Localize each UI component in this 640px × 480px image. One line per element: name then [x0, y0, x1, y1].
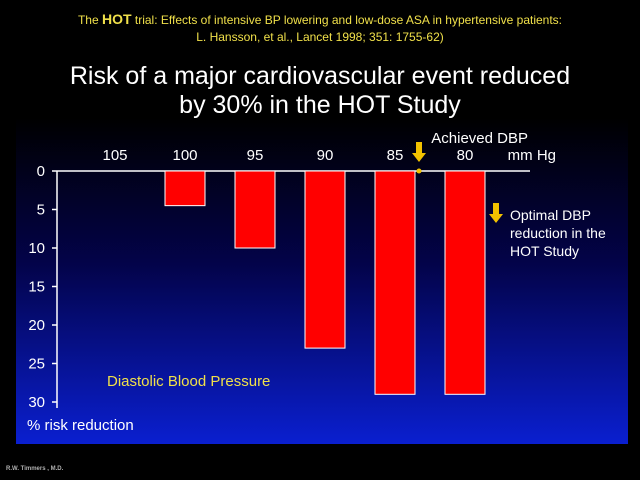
y-tick-label: 20: [28, 317, 45, 334]
optimal-marker-dot: [416, 168, 422, 174]
annotation-arrow-icon: [489, 203, 503, 223]
slide-title-line-2: by 30% in the HOT Study: [179, 91, 461, 119]
reference-prefix: The: [77, 13, 102, 27]
x-tick-label: 80: [457, 147, 474, 164]
arrow-shaft: [416, 142, 422, 154]
y-tick-label: 10: [28, 240, 45, 257]
bar: [374, 170, 416, 395]
reference-suffix: trial: Effects of intensive BP lowering …: [131, 13, 563, 27]
arrow-head: [412, 153, 426, 162]
x-tick-label: 90: [317, 147, 334, 164]
annotation-line-2: reduction in the: [510, 225, 606, 241]
optimal-marker-arrow-icon: [412, 142, 426, 162]
inner-chart-label: Diastolic Blood Pressure: [107, 373, 270, 390]
x-axis-label-line-1: Achieved DBP: [431, 130, 528, 147]
reference-line-1: The HOT trial: Effects of intensive BP l…: [0, 12, 640, 27]
y-tick-label: 25: [28, 356, 45, 373]
y-tick-label: 0: [37, 163, 45, 180]
x-tick-label: 100: [172, 147, 197, 164]
y-axis-label: % risk reduction: [27, 417, 134, 434]
y-tick-label: 30: [28, 394, 45, 411]
slide-title-line-1: Risk of a major cardiovascular event red…: [69, 62, 571, 90]
x-tick-label: 95: [247, 147, 264, 164]
reference-bold-hot: HOT: [101, 11, 132, 27]
arrow-shaft: [493, 203, 499, 215]
author-credit: R.W. Timmers , M.D.: [6, 466, 64, 472]
x-tick-label: 105: [102, 147, 127, 164]
annotation-line-1: Optimal DBP: [510, 207, 591, 223]
arrow-head: [489, 214, 503, 223]
x-axis-label-line-2: mm Hg: [508, 147, 556, 164]
annotation-line-3: HOT Study: [510, 243, 579, 259]
y-tick-label: 15: [28, 279, 45, 296]
bar: [164, 170, 206, 207]
y-tick-label: 5: [37, 202, 45, 219]
bar: [444, 170, 486, 395]
bar: [234, 170, 276, 249]
bar: [304, 170, 346, 349]
reference-line-2: L. Hansson, et al., Lancet 1998; 351: 17…: [196, 30, 444, 44]
chart-bars: [164, 170, 486, 395]
x-tick-label: 85: [387, 147, 404, 164]
